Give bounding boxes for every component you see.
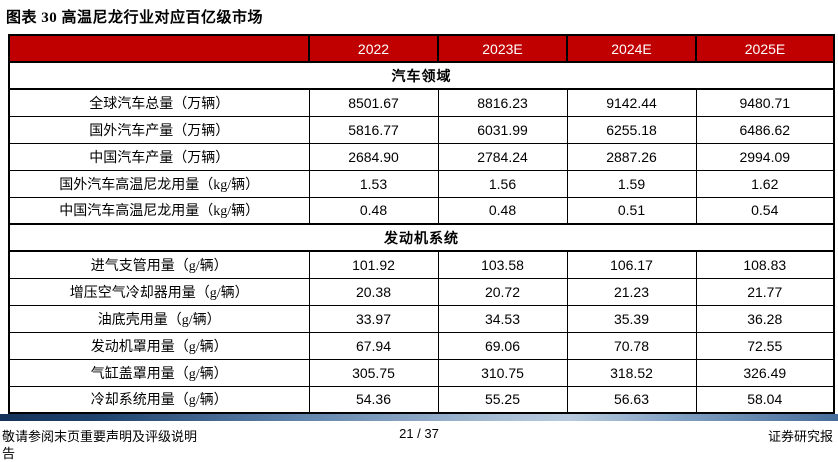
table-header-row: 2022 2023E 2024E 2025E (8, 34, 835, 63)
footer-report-type-wrap: 告 (2, 446, 16, 461)
value-cell: 1.62 (695, 169, 835, 198)
value-cell: 0.48 (308, 196, 439, 225)
footer-page-number: 21 / 37 (399, 426, 439, 441)
value-cell: 326.49 (695, 358, 835, 387)
value-cell: 54.36 (308, 385, 439, 414)
row-label-cell: 中国汽车产量（万辆） (8, 142, 310, 171)
footer-divider-bar (0, 414, 838, 421)
footer-disclaimer: 敬请参阅末页重要声明及评级说明 (2, 429, 198, 444)
value-cell: 21.23 (566, 277, 697, 306)
row-label-cell: 中国汽车高温尼龙用量（kg/辆） (8, 196, 310, 225)
value-cell: 2994.09 (695, 142, 835, 171)
row-label-cell: 国外汽车产量（万辆） (8, 115, 310, 144)
row-label-cell: 油底壳用量（g/辆） (8, 304, 310, 333)
row-label-cell: 国外汽车高温尼龙用量（kg/辆） (8, 169, 310, 198)
value-cell: 318.52 (566, 358, 697, 387)
value-cell: 0.54 (695, 196, 835, 225)
value-cell: 58.04 (695, 385, 835, 414)
value-cell: 55.25 (437, 385, 568, 414)
value-cell: 36.28 (695, 304, 835, 333)
table-row: 冷却系统用量（g/辆） 54.36 55.25 56.63 58.04 (8, 385, 835, 414)
table-row: 油底壳用量（g/辆） 33.97 34.53 35.39 36.28 (8, 304, 835, 333)
section-label: 发动机系统 (8, 223, 835, 252)
row-label-cell: 全球汽车总量（万辆） (8, 88, 310, 117)
value-cell: 2887.26 (566, 142, 697, 171)
section-row: 汽车领域 (8, 61, 835, 90)
value-cell: 69.06 (437, 331, 568, 360)
column-header-2023e: 2023E (437, 34, 568, 63)
value-cell: 34.53 (437, 304, 568, 333)
value-cell: 1.53 (308, 169, 439, 198)
value-cell: 2784.24 (437, 142, 568, 171)
value-cell: 8501.67 (308, 88, 439, 117)
row-label-cell: 气缸盖罩用量（g/辆） (8, 358, 310, 387)
row-label-cell: 发动机罩用量（g/辆） (8, 331, 310, 360)
value-cell: 5816.77 (308, 115, 439, 144)
table-row: 全球汽车总量（万辆） 8501.67 8816.23 9142.44 9480.71 (8, 88, 835, 117)
value-cell: 9142.44 (566, 88, 697, 117)
value-cell: 1.56 (437, 169, 568, 198)
value-cell: 67.94 (308, 331, 439, 360)
value-cell: 70.78 (566, 331, 697, 360)
value-cell: 103.58 (437, 250, 568, 279)
page-title: 图表 30 高温尼龙行业对应百亿级市场 (6, 10, 264, 26)
table-row: 国外汽车产量（万辆） 5816.77 6031.99 6255.18 6486.62 (8, 115, 835, 144)
section-row: 发动机系统 (8, 223, 835, 252)
table-row: 中国汽车高温尼龙用量（kg/辆） 0.48 0.48 0.51 0.54 (8, 196, 835, 225)
value-cell: 106.17 (566, 250, 697, 279)
value-cell: 72.55 (695, 331, 835, 360)
table-row: 发动机罩用量（g/辆） 67.94 69.06 70.78 72.55 (8, 331, 835, 360)
table-row: 气缸盖罩用量（g/辆） 305.75 310.75 318.52 326.49 (8, 358, 835, 387)
section-label: 汽车领域 (8, 61, 835, 90)
table-row: 中国汽车产量（万辆） 2684.90 2784.24 2887.26 2994.09 (8, 142, 835, 171)
value-cell: 6486.62 (695, 115, 835, 144)
table-row: 进气支管用量（g/辆） 101.92 103.58 106.17 108.83 (8, 250, 835, 279)
row-label-cell: 增压空气冷却器用量（g/辆） (8, 277, 310, 306)
table-body: 汽车领域 全球汽车总量（万辆） 8501.67 8816.23 9142.44 9480.… (8, 61, 835, 414)
value-cell: 20.38 (308, 277, 439, 306)
value-cell: 2684.90 (308, 142, 439, 171)
column-header-2022: 2022 (308, 34, 439, 63)
column-header-empty (8, 34, 310, 63)
value-cell: 8816.23 (437, 88, 568, 117)
value-cell: 305.75 (308, 358, 439, 387)
value-cell: 310.75 (437, 358, 568, 387)
value-cell: 56.63 (566, 385, 697, 414)
value-cell: 101.92 (308, 250, 439, 279)
table-row: 国外汽车高温尼龙用量（kg/辆） 1.53 1.56 1.59 1.62 (8, 169, 835, 198)
value-cell: 1.59 (566, 169, 697, 198)
footer-report-type: 证券研究报 (767, 429, 833, 444)
table-row: 增压空气冷却器用量（g/辆） 20.38 20.72 21.23 21.77 (8, 277, 835, 306)
value-cell: 20.72 (437, 277, 568, 306)
value-cell: 21.77 (695, 277, 835, 306)
row-label-cell: 进气支管用量（g/辆） (8, 250, 310, 279)
value-cell: 33.97 (308, 304, 439, 333)
value-cell: 0.51 (566, 196, 697, 225)
value-cell: 6255.18 (566, 115, 697, 144)
row-label-cell: 冷却系统用量（g/辆） (8, 385, 310, 414)
market-table: 2022 2023E 2024E 2025E 汽车领域 全球汽车总量（万辆） 850… (8, 34, 835, 414)
value-cell: 108.83 (695, 250, 835, 279)
value-cell: 35.39 (566, 304, 697, 333)
column-header-2024e: 2024E (566, 34, 697, 63)
column-header-2025e: 2025E (695, 34, 835, 63)
value-cell: 0.48 (437, 196, 568, 225)
value-cell: 9480.71 (695, 88, 835, 117)
value-cell: 6031.99 (437, 115, 568, 144)
